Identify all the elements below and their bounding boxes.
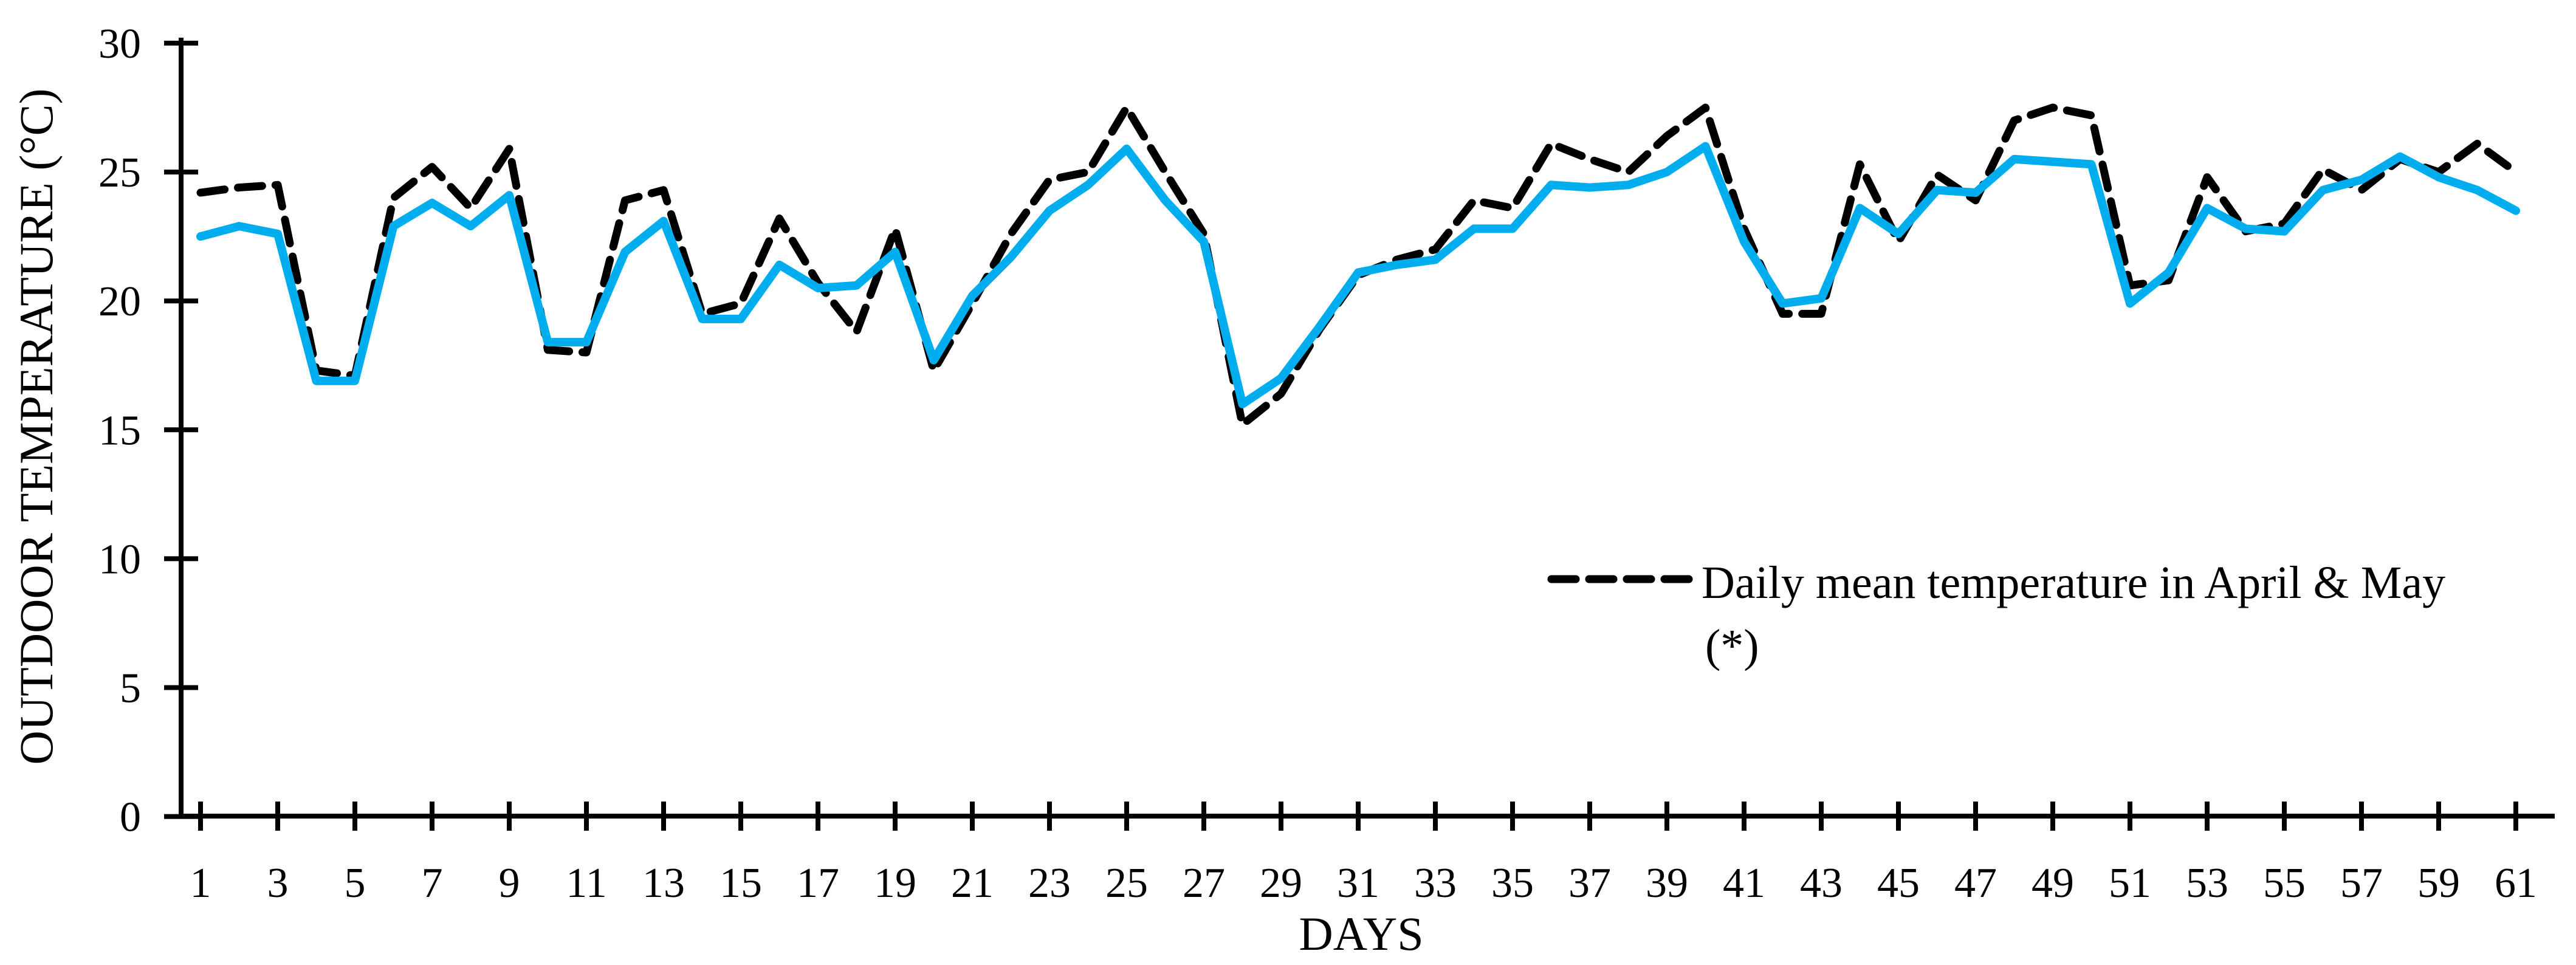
x-tick-label: 29 [1260,860,1302,907]
x-tick-label: 9 [499,860,520,907]
x-tick-label: 61 [2495,860,2537,907]
x-tick-label: 37 [1568,860,1611,907]
x-tick-label: 59 [2417,860,2460,907]
x-tick-label: 17 [797,860,839,907]
x-tick-label: 45 [1877,860,1920,907]
y-axis-title: OUTDOOR TEMPERATURE (°C) [10,88,63,764]
x-tick-label: 19 [874,860,916,907]
x-tick-label: 7 [422,860,443,907]
x-tick-label: 35 [1491,860,1534,907]
y-tick-label: 15 [98,407,141,454]
legend-label-line2: (*) [1705,620,1759,671]
x-tick-label: 41 [1723,860,1765,907]
x-tick-label: 47 [1954,860,1997,907]
x-tick-label: 23 [1028,860,1071,907]
x-tick-label: 51 [2109,860,2151,907]
y-tick-label: 30 [98,21,141,67]
x-tick-label: 1 [190,860,211,907]
x-axis-title: DAYS [1299,907,1423,960]
x-tick-label: 33 [1414,860,1457,907]
x-tick-label: 13 [642,860,685,907]
solid-series-line [196,142,2520,408]
y-tick-label: 25 [98,149,141,196]
x-tick-label: 57 [2340,860,2383,907]
x-tick-label: 15 [720,860,762,907]
x-tick-label: 5 [345,860,366,907]
x-tick-label: 49 [2032,860,2074,907]
x-tick-label: 25 [1105,860,1148,907]
x-tick-label: 21 [951,860,994,907]
y-tick-label: 5 [120,665,141,712]
x-tick-label: 39 [1646,860,1688,907]
x-tick-label: 55 [2263,860,2306,907]
x-tick-label: 27 [1183,860,1225,907]
x-tick-label: 53 [2186,860,2228,907]
x-tick-label: 11 [566,860,606,907]
legend-label-line1: Daily mean temperature in April & May [1702,557,2445,608]
x-tick-label: 43 [1800,860,1843,907]
legend: Daily mean temperature in April & May (*… [1547,557,2445,671]
y-tick-label: 0 [120,794,141,841]
data-series [196,103,2520,429]
y-tick-label: 20 [98,278,141,325]
y-tick-label: 10 [98,536,141,583]
x-tick-label: 3 [267,860,289,907]
x-tick-label: 31 [1337,860,1379,907]
